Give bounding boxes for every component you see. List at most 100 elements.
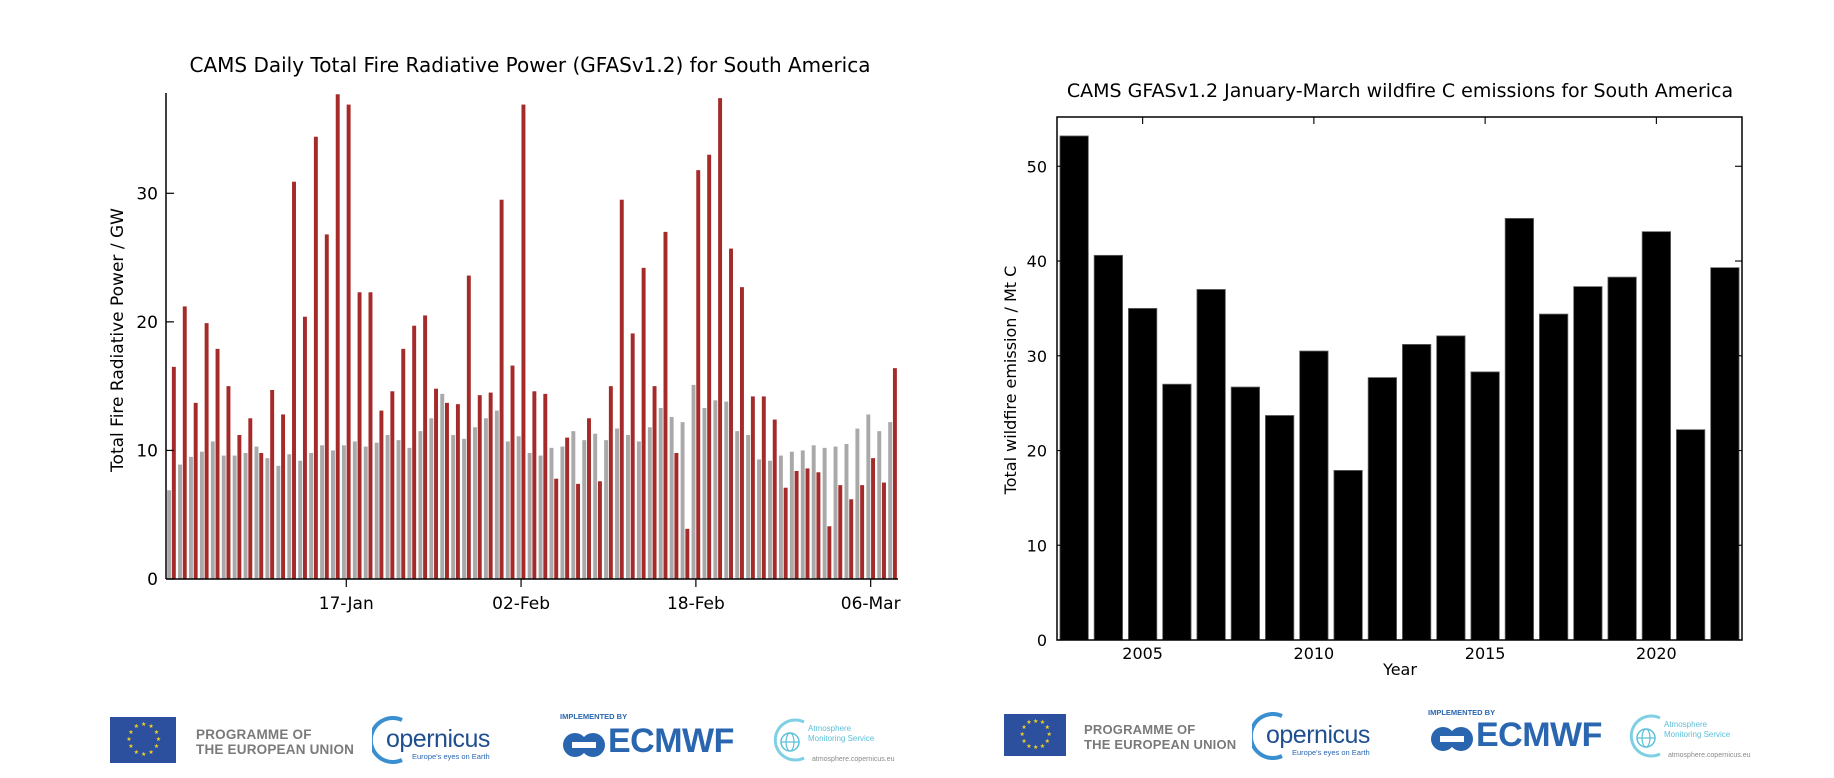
y-tick-label: 0 <box>1037 631 1047 650</box>
year-bar <box>1607 276 1637 641</box>
mean-bar <box>363 446 368 579</box>
current-bar <box>477 395 482 579</box>
mean-bar <box>232 455 237 579</box>
current-bar <box>783 487 788 579</box>
programme-line2: THE EUROPEAN UNION <box>1084 737 1237 752</box>
y-tick-label: 50 <box>1027 157 1047 176</box>
current-bar <box>608 386 613 579</box>
mean-bar <box>221 455 226 579</box>
eu-star-icon: ★ <box>126 736 132 743</box>
current-bar <box>423 315 428 579</box>
current-bar <box>270 390 275 579</box>
mean-bar <box>538 455 543 579</box>
year-bar <box>1265 415 1295 641</box>
current-bar <box>434 388 439 579</box>
eu-star-icon: ★ <box>1033 744 1039 752</box>
eu-star-icon: ★ <box>1026 742 1032 750</box>
current-bar <box>892 368 897 579</box>
mean-bar <box>210 441 215 579</box>
eu-star-icon: ★ <box>141 721 147 729</box>
mean-bar <box>167 490 172 579</box>
mean-bar <box>451 435 456 579</box>
current-bar <box>204 323 209 579</box>
current-bar <box>346 104 351 580</box>
current-bar <box>532 391 537 579</box>
mean-bar <box>407 447 412 579</box>
programme-line2: THE EUROPEAN UNION <box>196 742 355 757</box>
current-bar <box>729 248 733 580</box>
eu-flag-icon: ★ ★ ★ ★ ★ ★ ★ ★ ★ ★ ★ ★ <box>1004 714 1066 756</box>
current-bar <box>794 471 799 579</box>
year-bar <box>1162 383 1192 641</box>
programme-label: PROGRAMME OF THE EUROPEAN UNION <box>1084 722 1236 752</box>
y-axis-label: Total wildfire emission / Mt C <box>1001 266 1020 496</box>
year-bar <box>1367 377 1397 641</box>
mean-bar <box>789 451 794 579</box>
eu-star-icon: ★ <box>155 736 162 743</box>
current-bar <box>685 528 690 579</box>
bars-group <box>167 94 897 580</box>
current-bar <box>521 104 526 580</box>
y-tick-label: 20 <box>136 313 158 333</box>
current-bar <box>641 267 646 579</box>
year-bar <box>1196 289 1226 641</box>
cams-line1: Atmosphere <box>808 724 852 733</box>
mean-bar <box>625 435 630 579</box>
y-tick-label: 0 <box>147 570 158 590</box>
mean-bar <box>298 460 303 579</box>
eu-star-icon: ★ <box>1026 719 1032 727</box>
y-tick-label: 10 <box>136 441 158 461</box>
current-bar <box>357 292 362 579</box>
y-tick-label: 40 <box>1027 252 1047 271</box>
mean-bar <box>757 459 762 579</box>
current-bar <box>554 478 559 579</box>
current-bar <box>587 418 591 579</box>
year-bar <box>1573 286 1603 641</box>
mean-bar <box>724 401 729 579</box>
current-bar <box>597 481 602 579</box>
year-bar <box>1676 429 1706 641</box>
current-bar <box>444 402 449 579</box>
year-bar <box>1470 371 1500 641</box>
mean-bar <box>199 451 204 579</box>
footer-left: ★ ★ ★ ★ ★ ★ ★ ★ ★ ★ ★ ★ PROGRAMME OF THE EUROPEAN U… <box>0 710 920 772</box>
current-bar <box>652 386 657 579</box>
cams-globe-icon <box>773 718 805 762</box>
eu-star-icon: ★ <box>1019 731 1025 738</box>
x-tick-label: 17-Jan <box>319 594 374 614</box>
y-tick-label: 20 <box>1027 442 1047 461</box>
x-tick-label: 2005 <box>1122 644 1163 663</box>
y-tick-label: 10 <box>1027 536 1047 555</box>
eu-star-icon: ★ <box>1033 717 1039 725</box>
current-bar <box>860 485 865 579</box>
eu-star-icon: ★ <box>141 750 147 758</box>
eu-star-icon: ★ <box>153 728 160 736</box>
current-bar <box>663 231 668 579</box>
copernicus-arc-icon <box>1252 712 1283 760</box>
eu-star-icon: ★ <box>1046 731 1052 738</box>
year-bar <box>1710 267 1740 641</box>
ecmwf-wordmark: ECMWF <box>608 722 734 760</box>
mean-bar <box>833 446 838 579</box>
current-bar <box>827 526 832 579</box>
mean-bar <box>483 418 488 579</box>
mean-bar <box>440 393 445 579</box>
mean-bar <box>462 438 467 579</box>
current-bar <box>379 410 384 579</box>
mean-bar <box>615 428 620 579</box>
mean-bar <box>604 440 609 579</box>
year-bar <box>1128 307 1158 641</box>
mean-bar <box>429 418 434 579</box>
current-bar <box>313 136 318 579</box>
mean-bar <box>418 431 423 579</box>
footer-right: ★ ★ ★ ★ ★ ★ ★ ★ ★ ★ ★ ★ PROGRAMME OF THE EUROPEAN U… <box>896 708 1834 772</box>
year-bar <box>1504 217 1534 641</box>
mean-bar <box>374 442 379 579</box>
mean-bar <box>680 422 685 579</box>
current-bar <box>412 325 417 579</box>
year-bar <box>1333 470 1363 641</box>
current-bar <box>576 483 581 579</box>
y-tick-label: 30 <box>1027 347 1047 366</box>
mean-bar <box>494 410 499 579</box>
mean-bar <box>254 446 259 579</box>
